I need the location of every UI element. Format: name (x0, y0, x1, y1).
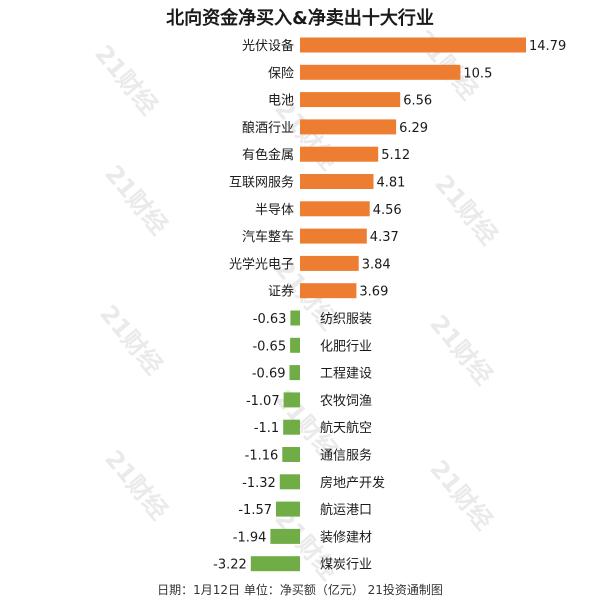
category-label: 房地产开发 (320, 475, 385, 491)
bar-8 (300, 228, 367, 244)
category-label: 电池 (268, 94, 294, 109)
category-label: 通信服务 (320, 448, 372, 464)
value-label: 10.5 (463, 66, 492, 81)
value-label: -3.22 (213, 558, 247, 573)
watermark-text: 21财经 (94, 300, 168, 380)
bar-7 (300, 201, 370, 217)
bar-1 (300, 37, 526, 53)
category-label: 有色金属 (242, 147, 294, 163)
value-label: 3.84 (362, 257, 391, 272)
watermark-text: 21财经 (99, 445, 173, 525)
category-label: 酿酒行业 (242, 120, 294, 136)
bar-13 (289, 365, 300, 381)
value-label: 3.69 (359, 285, 388, 300)
category-label: 互联网服务 (229, 175, 294, 191)
value-label: 14.79 (529, 39, 566, 54)
value-label: 6.29 (399, 121, 428, 136)
category-label: 证券 (268, 284, 294, 300)
category-label: 农牧饲渔 (320, 394, 372, 409)
value-label: -1.1 (254, 421, 279, 436)
category-label: 航天航空 (320, 420, 372, 436)
watermark-text: 21财经 (429, 170, 503, 250)
value-label: -1.57 (238, 503, 272, 518)
category-label: 半导体 (255, 203, 294, 218)
chart-title: 北向资金净买入&净卖出十大行业 (166, 8, 434, 29)
bar-2 (300, 64, 461, 80)
labels-layer: 光伏设备 14.79 保险 10.5 电池 6.56 酿酒行业 6.29 有色金属 5.12 互联网… (213, 38, 566, 573)
bar-15 (283, 419, 300, 435)
watermark-text: 21财经 (89, 40, 163, 120)
bar-20 (250, 556, 300, 572)
bar-12 (290, 337, 300, 353)
bars-layer (250, 37, 526, 572)
category-label: 工程建设 (320, 367, 372, 382)
value-label: -0.63 (253, 312, 287, 327)
value-label: 4.56 (373, 203, 402, 218)
category-label: 航运港口 (320, 502, 372, 518)
watermark-text: 21财经 (424, 455, 498, 535)
bar-5 (300, 146, 379, 162)
category-label: 煤炭行业 (320, 558, 372, 573)
bar-3 (300, 92, 401, 108)
value-label: -1.94 (233, 530, 267, 545)
bar-6 (300, 174, 374, 189)
value-label: 4.37 (370, 230, 399, 245)
category-label: 光学光电子 (229, 256, 294, 272)
category-label: 汽车整车 (242, 229, 294, 245)
category-label: 化肥行业 (320, 339, 372, 354)
bar-9 (300, 255, 359, 271)
bar-19 (270, 528, 300, 544)
category-label: 纺织服装 (320, 312, 372, 327)
category-label: 保险 (268, 66, 294, 81)
watermark-text: 21财经 (99, 160, 173, 240)
category-label: 装修建材 (320, 530, 372, 545)
bar-4 (300, 119, 397, 135)
value-label: -0.65 (252, 339, 286, 354)
value-label: -1.07 (246, 394, 280, 409)
value-label: 5.12 (381, 148, 410, 163)
chart-footer: 日期：1月12日 单位：净买额（亿元） 21投资通制图 (157, 583, 443, 597)
value-label: -1.32 (242, 476, 276, 491)
bar-14 (283, 392, 300, 408)
category-label: 光伏设备 (242, 38, 294, 54)
bar-11 (290, 310, 300, 326)
bar-10 (300, 283, 357, 299)
bar-17 (279, 474, 300, 490)
bar-18 (276, 501, 300, 517)
value-label: -1.16 (245, 449, 279, 464)
value-label: -0.69 (252, 367, 286, 382)
value-label: 4.81 (377, 176, 406, 191)
watermark-text: 21财经 (424, 310, 498, 390)
value-label: 6.56 (403, 94, 432, 109)
bar-16 (282, 447, 300, 462)
